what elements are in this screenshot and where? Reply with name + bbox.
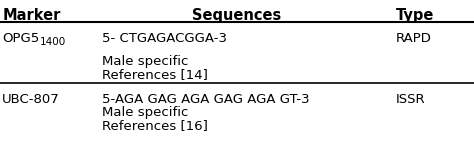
Text: ISSR: ISSR [396, 93, 425, 106]
Text: Male specific: Male specific [102, 106, 188, 119]
Text: 5- CTGAGACGGA-3: 5- CTGAGACGGA-3 [102, 32, 227, 45]
Text: Type: Type [396, 8, 434, 23]
Text: Sequences: Sequences [192, 8, 282, 23]
Text: UBC-807: UBC-807 [2, 93, 60, 106]
Text: Male specific: Male specific [102, 55, 188, 68]
Text: 5-AGA GAG AGA GAG AGA GT-3: 5-AGA GAG AGA GAG AGA GT-3 [102, 93, 310, 106]
Text: Marker: Marker [2, 8, 61, 23]
Text: References [14]: References [14] [102, 68, 208, 81]
Text: References [16]: References [16] [102, 119, 208, 132]
Text: 1400: 1400 [39, 37, 65, 47]
Text: RAPD: RAPD [396, 32, 432, 45]
Text: OPG5: OPG5 [2, 32, 40, 45]
